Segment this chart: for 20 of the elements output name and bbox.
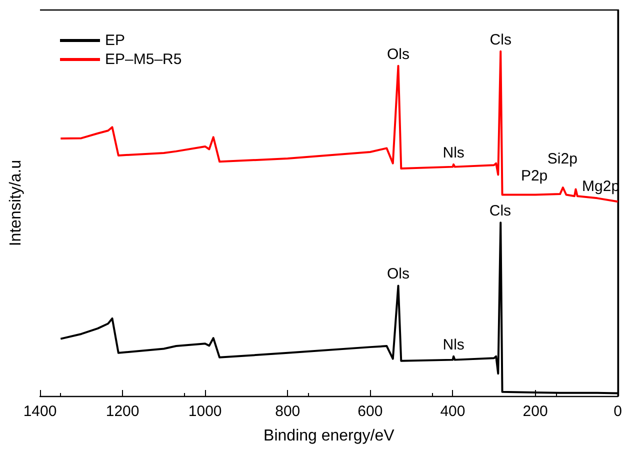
annotation: Cls (489, 202, 512, 220)
x-tick-label: 1400 (23, 403, 57, 420)
x-tick-label: 400 (440, 403, 466, 420)
x-tick-label: 200 (522, 403, 548, 420)
x-tick-label: 600 (358, 403, 383, 420)
x-tick-label: 0 (614, 403, 622, 420)
legend-label: EP–M5–R5 (105, 51, 182, 68)
x-tick-label: 800 (275, 403, 300, 420)
annotation: Cls (490, 31, 512, 48)
x-tick-label: 1200 (106, 403, 140, 420)
legend-label: EP (105, 32, 126, 49)
annotation: Ols (387, 266, 410, 283)
x-axis-title: Binding energy/eV (264, 428, 395, 444)
annotation: Ols (387, 46, 410, 63)
annotation: Nls (442, 144, 464, 162)
annotation: Nls (442, 336, 464, 354)
y-axis-title: Intensity/a.u (8, 160, 24, 246)
annotation: Si2p (547, 150, 578, 168)
annotation: P2p (520, 167, 548, 184)
x-tick-label: 1000 (188, 403, 222, 420)
